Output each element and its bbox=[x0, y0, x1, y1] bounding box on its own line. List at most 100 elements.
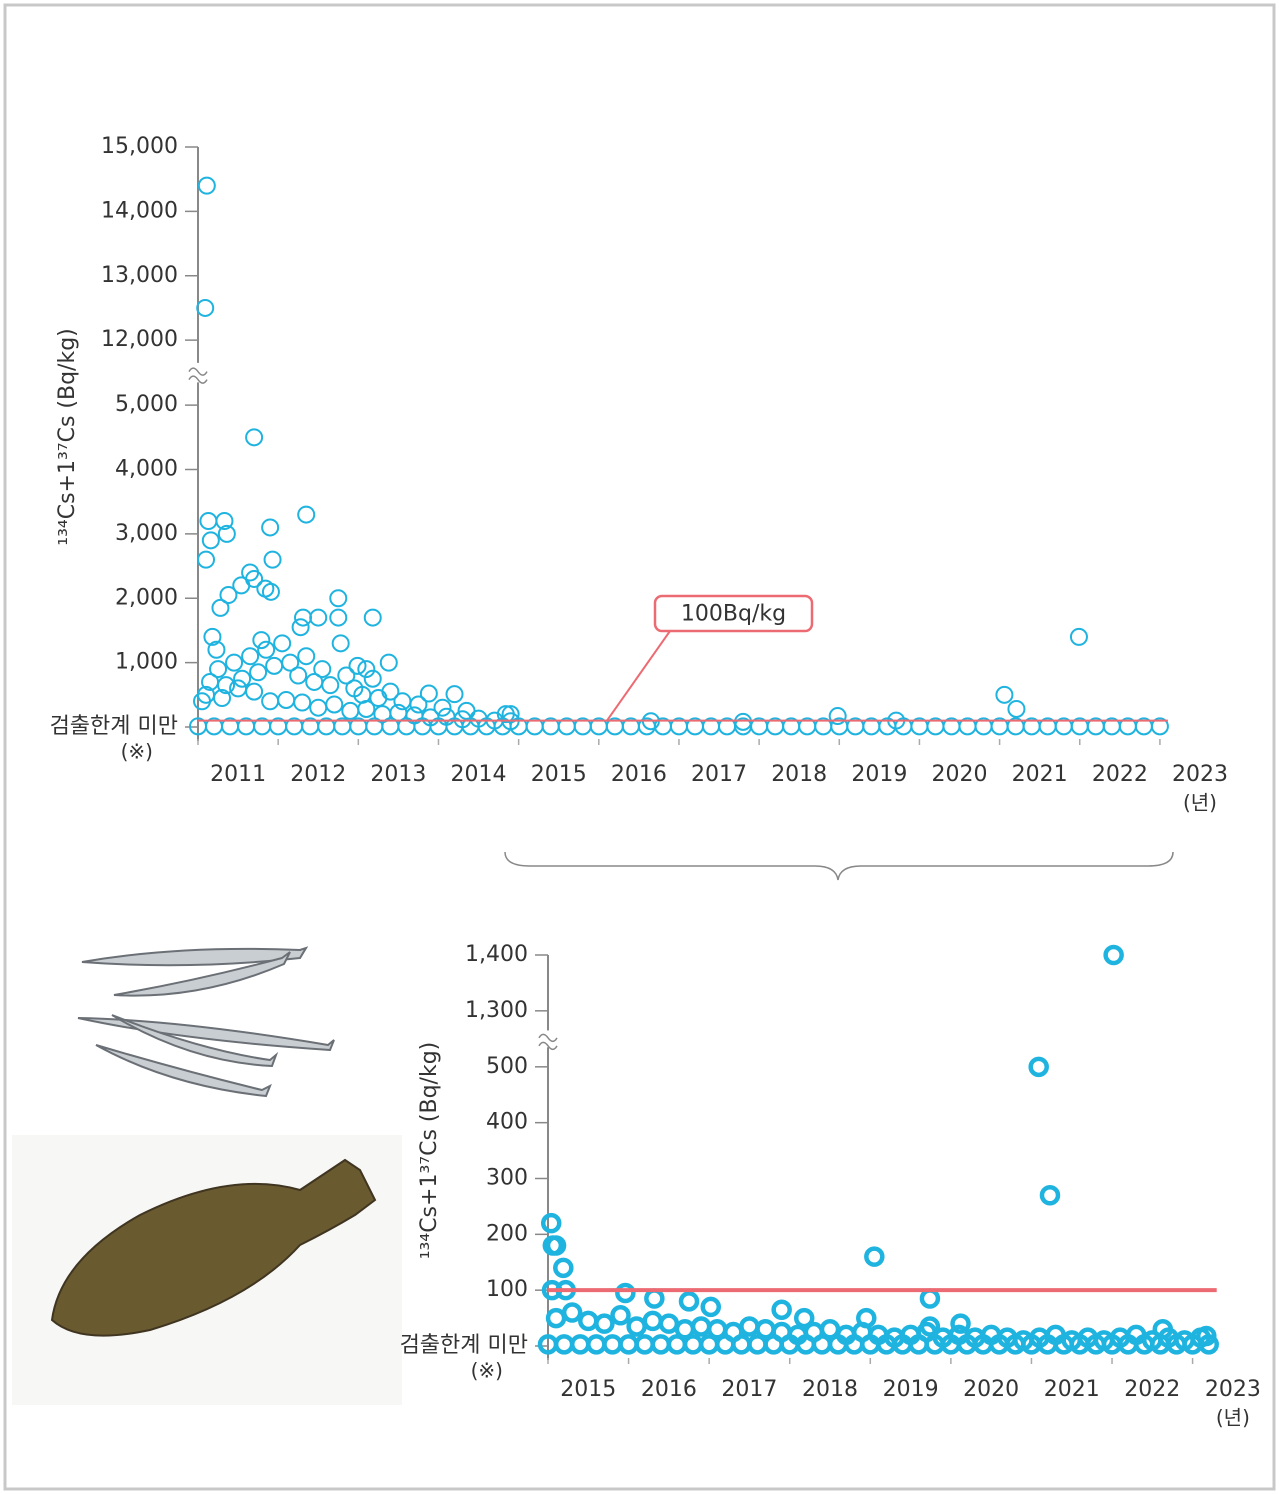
point bbox=[919, 1288, 941, 1309]
y-tick-label: 200 bbox=[486, 1221, 528, 1246]
point bbox=[232, 576, 251, 595]
x-tick-label: 2022 bbox=[1092, 762, 1148, 787]
point bbox=[207, 640, 226, 659]
x-tick-label: 2018 bbox=[771, 762, 827, 787]
point bbox=[252, 631, 271, 650]
point bbox=[203, 627, 222, 646]
point bbox=[634, 1334, 655, 1355]
point bbox=[309, 698, 328, 717]
point bbox=[281, 653, 300, 672]
y-tick-label: 14,000 bbox=[101, 198, 178, 223]
x-tick-label: 2015 bbox=[531, 762, 587, 787]
point bbox=[1150, 717, 1169, 736]
y-tick-label: 100 bbox=[486, 1277, 528, 1302]
y-tick-label: 1,400 bbox=[465, 942, 528, 967]
point bbox=[819, 1319, 841, 1340]
point bbox=[363, 669, 382, 688]
point bbox=[602, 1334, 623, 1355]
point bbox=[618, 1334, 639, 1355]
point bbox=[331, 634, 350, 653]
point bbox=[313, 660, 332, 679]
point bbox=[419, 684, 438, 703]
point bbox=[291, 618, 310, 637]
point bbox=[803, 1321, 825, 1343]
point bbox=[261, 518, 280, 537]
point bbox=[578, 1310, 599, 1332]
point bbox=[553, 1334, 575, 1355]
axis-break bbox=[188, 367, 208, 376]
point bbox=[793, 1307, 815, 1329]
point bbox=[337, 666, 356, 685]
point bbox=[215, 512, 234, 530]
point bbox=[1028, 1056, 1049, 1078]
point bbox=[245, 428, 264, 447]
x-tick-label: 2013 bbox=[370, 762, 426, 787]
point bbox=[734, 712, 753, 731]
point bbox=[263, 550, 282, 569]
point bbox=[321, 676, 340, 695]
point bbox=[1007, 699, 1026, 718]
point bbox=[626, 1316, 647, 1337]
point bbox=[771, 1321, 792, 1343]
x-tick-label: 2011 bbox=[210, 762, 266, 787]
point bbox=[217, 524, 236, 543]
point bbox=[1069, 627, 1088, 646]
point bbox=[293, 693, 312, 712]
point bbox=[1103, 944, 1124, 966]
x-tick-label: 2021 bbox=[1044, 1377, 1100, 1402]
point bbox=[257, 640, 276, 659]
y-axis-label: ¹³⁴Cs+1³⁷Cs (Bq/kg) bbox=[55, 328, 80, 546]
y-tick-label: 5,000 bbox=[115, 392, 178, 417]
x-tick-label: 2022 bbox=[1124, 1377, 1180, 1402]
point bbox=[225, 653, 244, 672]
x-tick-label: 2023 bbox=[1172, 762, 1228, 787]
point bbox=[341, 701, 360, 720]
point bbox=[501, 705, 520, 724]
point bbox=[586, 1334, 607, 1355]
point bbox=[329, 608, 348, 627]
point bbox=[196, 298, 215, 317]
point bbox=[658, 1313, 680, 1334]
point bbox=[241, 647, 260, 666]
point bbox=[261, 582, 280, 601]
point bbox=[445, 685, 464, 704]
point bbox=[409, 695, 428, 714]
point bbox=[294, 608, 313, 627]
axis-break bbox=[538, 1033, 558, 1043]
point bbox=[995, 685, 1014, 704]
point bbox=[723, 1321, 744, 1343]
point bbox=[309, 608, 328, 627]
axis-break bbox=[538, 1041, 558, 1051]
point bbox=[594, 1313, 615, 1334]
axis-break bbox=[188, 375, 208, 384]
y-tick-label: 400 bbox=[486, 1110, 528, 1135]
point bbox=[197, 550, 216, 569]
point bbox=[273, 634, 292, 653]
point bbox=[265, 656, 284, 675]
point bbox=[289, 666, 308, 685]
y-tick-label: 2,000 bbox=[115, 585, 178, 610]
point bbox=[610, 1305, 631, 1326]
x-tick-label: 2018 bbox=[802, 1377, 858, 1402]
x-tick-label: 2019 bbox=[883, 1377, 939, 1402]
point bbox=[199, 512, 218, 530]
point bbox=[706, 1319, 728, 1340]
x-tick-label: 2012 bbox=[290, 762, 346, 787]
annotation-box bbox=[653, 594, 814, 633]
x-tick-label: 2021 bbox=[1012, 762, 1068, 787]
y-tick-label: 12,000 bbox=[101, 327, 178, 352]
point bbox=[1039, 1185, 1061, 1206]
y-tick-label: 13,000 bbox=[101, 263, 178, 288]
fish-image bbox=[12, 946, 402, 1405]
x-tick-label: 2023 bbox=[1205, 1377, 1261, 1402]
point bbox=[363, 608, 382, 627]
point bbox=[1190, 1327, 1211, 1348]
point bbox=[569, 1334, 591, 1355]
point bbox=[249, 663, 268, 682]
points bbox=[189, 176, 1169, 736]
annotation: 100Bq/kg bbox=[681, 602, 786, 627]
point bbox=[233, 669, 252, 688]
point bbox=[201, 672, 220, 691]
